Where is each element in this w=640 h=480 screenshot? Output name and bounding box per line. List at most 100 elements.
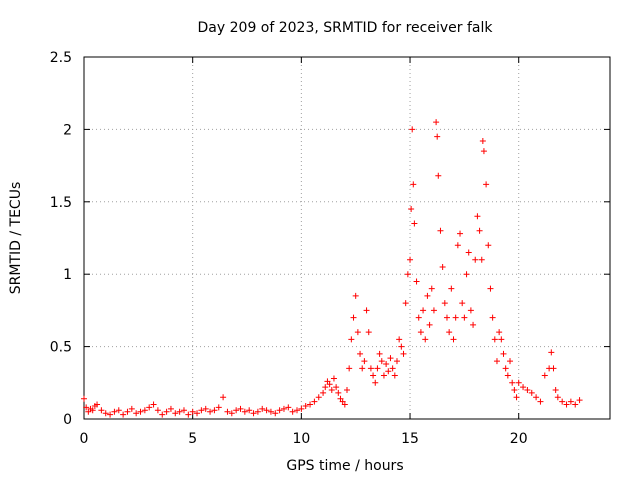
data-point [280,405,287,412]
data-point [452,314,459,321]
data-point [357,350,364,357]
y-tick-label: 2 [63,122,72,138]
y-tick-label: 1.5 [50,195,72,211]
data-point [411,220,418,227]
data-point [446,329,453,336]
data-point [120,411,127,418]
data-point [572,401,579,408]
data-point [233,407,240,414]
data-point [361,358,368,365]
data-point [302,402,309,409]
data-point [398,343,405,350]
data-point [491,336,498,343]
data-point [541,372,548,379]
data-point [434,133,441,140]
data-point [407,256,414,263]
data-point [528,389,535,396]
data-point [354,329,361,336]
data-point [365,329,372,336]
data-point [487,285,494,292]
data-point [189,408,196,415]
data-point [552,387,559,394]
data-point [424,292,431,299]
data-point [276,407,283,414]
data-point [396,336,403,343]
data-point [341,401,348,408]
data-point [202,405,209,412]
data-point [141,407,148,414]
data-point [433,119,440,126]
data-point [94,401,101,408]
data-point [150,401,157,408]
data-point [470,321,477,328]
grid-lines [84,57,610,419]
data-point [537,398,544,405]
data-point [459,300,466,307]
data-point [524,387,531,394]
data-point [228,410,235,417]
plot-frame [83,56,611,420]
data-point [289,408,296,415]
data-point [328,387,335,394]
data-point [400,350,407,357]
data-point [435,172,442,179]
data-point [307,401,314,408]
data-point [298,405,305,412]
data-point [380,372,387,379]
data-point [385,368,392,375]
x-tick-label: 15 [401,431,419,447]
data-point [326,381,333,388]
data-point [215,404,222,411]
data-point [344,387,350,394]
data-point [479,137,486,144]
data-point [493,358,500,365]
data-point [378,358,385,365]
data-point [576,397,583,404]
data-point [563,401,570,408]
data-point [146,404,153,411]
y-tick-label: 2.5 [50,50,72,66]
data-point [410,181,417,188]
data-point [89,407,96,414]
data-point [502,365,509,372]
data-point [220,394,227,401]
data-point [413,278,420,285]
data-point [387,355,394,362]
data-point [246,407,253,414]
data-point [124,408,131,415]
data-point [457,230,464,237]
data-point [478,256,485,263]
data-point [450,336,457,343]
data-point [513,394,520,401]
data-point [509,379,516,386]
data-point [83,404,90,411]
chart-title: Day 209 of 2023, SRMTID for receiver fal… [198,20,494,36]
data-point [330,375,337,382]
data-point [311,398,318,405]
data-point [376,350,383,357]
data-point [474,213,481,220]
data-point [404,271,411,278]
data-point [496,329,503,336]
data-point [420,307,427,314]
x-axis-label: GPS time / hours [286,458,403,474]
data-point [500,350,507,357]
data-point [267,408,274,415]
data-point [393,358,400,365]
data-point [548,349,555,356]
data-point [374,365,381,372]
data-point [439,263,446,270]
data-point [294,407,301,414]
data-point [383,360,390,367]
data-point [402,300,409,307]
data-point [198,407,205,414]
data-point [428,285,435,292]
data-point [437,227,444,234]
data-point [389,365,396,372]
data-point [272,410,279,417]
data-point [285,404,292,411]
data-point [498,336,505,343]
data-point [207,408,214,415]
